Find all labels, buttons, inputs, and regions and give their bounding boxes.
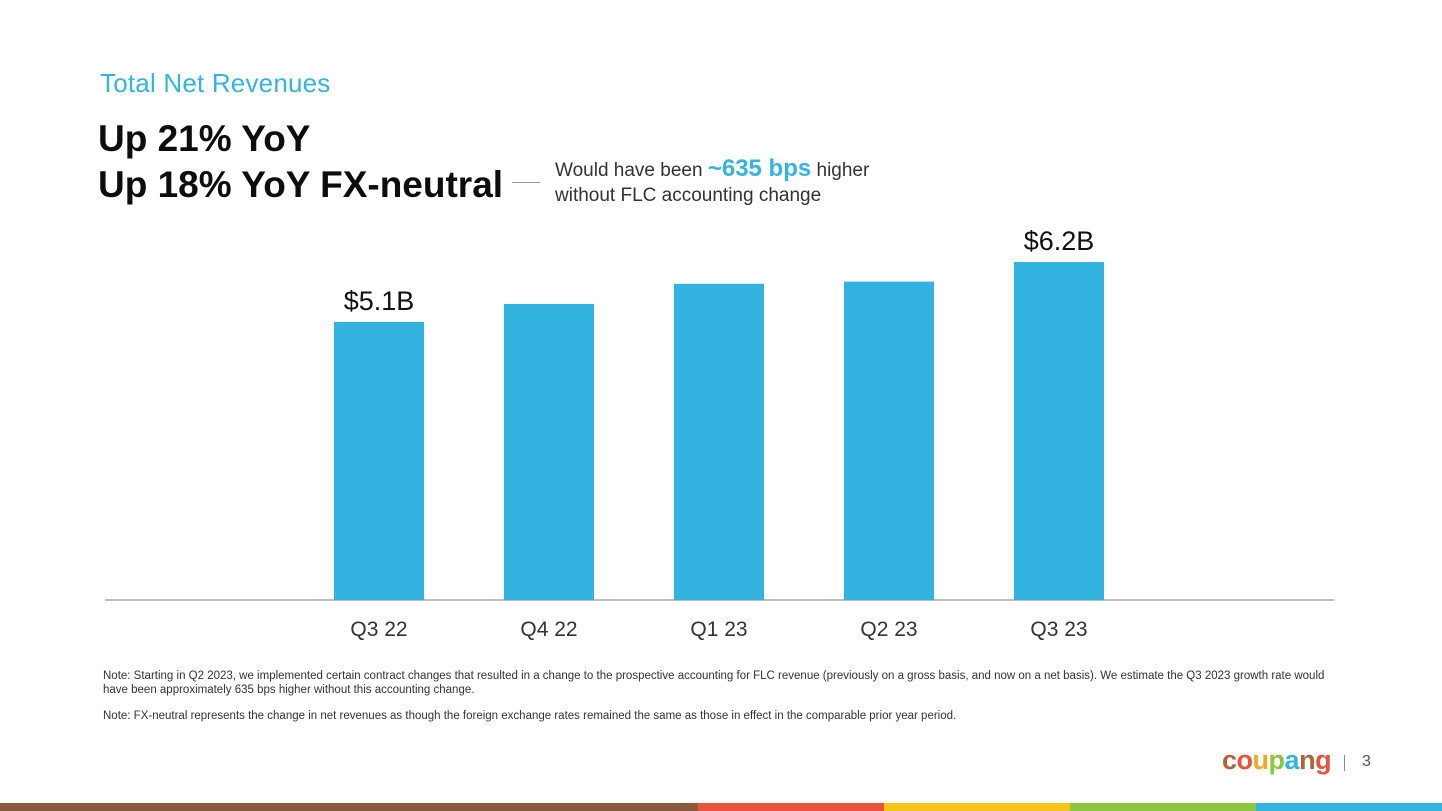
x-tick-label: Q3 23 <box>1030 618 1087 641</box>
bar-q3-23 <box>1014 262 1104 600</box>
logo-letter: o <box>1236 745 1254 775</box>
callout-prefix: Would have been <box>555 160 708 181</box>
footnotes: Note: Starting in Q2 2023, we implemente… <box>103 669 1333 735</box>
callout-connector-line <box>512 182 540 183</box>
logo-letter: g <box>1315 745 1332 775</box>
logo-letter: n <box>1299 745 1316 775</box>
footer-bar-segment <box>233 803 466 811</box>
page-number-divider <box>1344 755 1345 771</box>
x-tick-label: Q1 23 <box>690 618 747 641</box>
logo-letter: a <box>1284 745 1300 775</box>
logo-letter: p <box>1268 745 1286 775</box>
footer-bar-segment <box>1256 803 1442 811</box>
callout-line-1: Would have been ~635 bps higher <box>555 156 869 183</box>
headline-line-2: Up 18% YoY FX-neutral <box>98 164 504 205</box>
headline-line-1: Up 21% YoY <box>98 118 311 159</box>
x-tick-label: Q3 22 <box>350 618 407 641</box>
bar-q1-23 <box>674 283 764 600</box>
footer-bar-segment <box>1070 803 1256 811</box>
x-tick-label: Q2 23 <box>860 618 917 641</box>
logo-letter: c <box>1222 745 1237 775</box>
callout-line-2: without FLC accounting change <box>555 185 822 206</box>
footer-bar-segment <box>884 803 1070 811</box>
footer-bar-segment <box>698 803 884 811</box>
footer-color-bar <box>0 803 1442 811</box>
revenue-bar-chart: Q3 22 $5.1B Q4 22 Q1 23 Q2 23 Q3 23 $6.2B <box>105 226 1334 641</box>
footnote-flc: Note: Starting in Q2 2023, we implemente… <box>103 670 1325 696</box>
bar-q3-22 <box>334 321 424 600</box>
footer-bar-segment <box>466 803 698 811</box>
x-tick-label: Q4 22 <box>520 618 577 641</box>
page-number: 3 <box>1362 753 1371 770</box>
data-label: $6.2B <box>1024 226 1095 256</box>
footnote-fx-neutral: Note: FX-neutral represents the change i… <box>103 710 957 722</box>
bar-q4-22 <box>504 303 594 600</box>
callout-highlight: ~635 bps <box>707 155 812 182</box>
bar-q2-23 <box>844 281 934 600</box>
callout-suffix: higher <box>811 160 870 181</box>
coupang-logo: coupang <box>1222 745 1332 776</box>
footer-bar-segment <box>0 803 233 811</box>
logo-letter: u <box>1252 745 1270 775</box>
section-title: Total Net Revenues <box>100 68 331 98</box>
callout-annotation: Would have been ~635 bps higher without … <box>555 156 869 208</box>
data-label: $5.1B <box>344 286 415 316</box>
headline: Up 21% YoY Up 18% YoY FX-neutral <box>98 116 503 208</box>
